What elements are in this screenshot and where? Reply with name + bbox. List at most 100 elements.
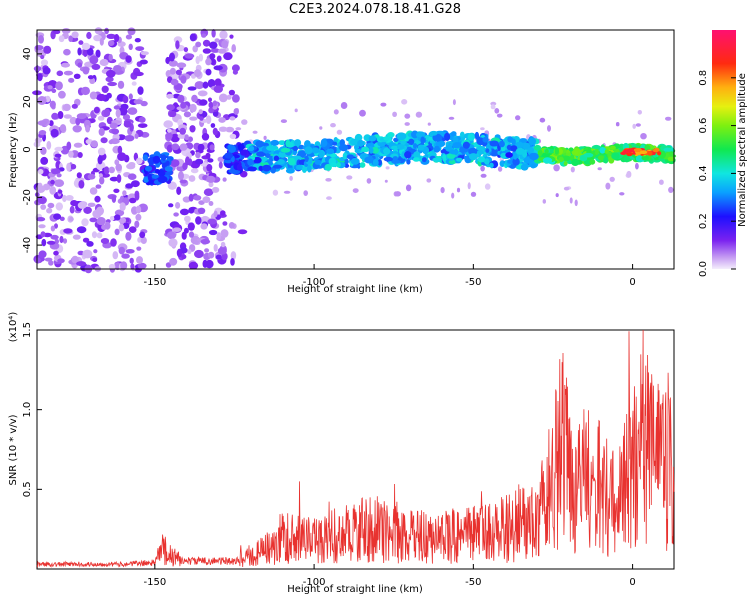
- heatmap-cell: [131, 81, 137, 86]
- heatmap-cell: [597, 155, 605, 161]
- heatmap-cell: [127, 107, 138, 115]
- heatmap-cell: [194, 249, 204, 259]
- heatmap-cell: [652, 148, 660, 153]
- heatmap-cell: [81, 218, 89, 227]
- heatmap-cell: [77, 201, 87, 209]
- heatmap-cell: [37, 196, 46, 204]
- heatmap-cell: [232, 94, 240, 103]
- heatmap-cell: [640, 133, 647, 140]
- heatmap-cell: [476, 145, 486, 151]
- heatmap-cell: [336, 162, 341, 168]
- heatmap-cell: [392, 156, 398, 161]
- heatmap-cell: [583, 159, 592, 165]
- heatmap-cell: [416, 131, 426, 139]
- snr-x-axis-label: Height of straight line (km): [287, 584, 423, 595]
- heatmap-cell: [118, 217, 127, 223]
- heatmap-cell: [432, 133, 443, 142]
- heatmap-cell: [221, 40, 229, 49]
- heatmap-cell: [216, 55, 222, 62]
- heatmap-cell: [611, 152, 620, 160]
- heatmap-cell: [396, 144, 405, 150]
- heatmap-cell: [311, 147, 320, 154]
- heatmap-cell: [247, 158, 254, 166]
- heatmap-cell: [460, 131, 465, 138]
- colorbar-tick-label: 0.2: [698, 213, 709, 229]
- heatmap-cell: [96, 232, 103, 239]
- heatmap-cell: [515, 147, 525, 155]
- heatmap-cell: [324, 163, 332, 171]
- heatmap-cell: [180, 75, 187, 84]
- heatmap-cell: [228, 222, 235, 229]
- heatmap-cell: [33, 66, 42, 72]
- heatmap-cell: [54, 153, 62, 158]
- heatmap-cell: [285, 139, 291, 148]
- heatmap-cell: [76, 113, 87, 120]
- heatmap-cell: [122, 190, 127, 197]
- heatmap-cell: [230, 258, 235, 266]
- heatmap-cell: [344, 163, 350, 168]
- heatmap-cell: [340, 102, 348, 109]
- heatmap-cell: [165, 132, 173, 140]
- heatmap-cell: [37, 96, 47, 105]
- heatmap-cell: [190, 168, 199, 174]
- heatmap-cell: [332, 141, 338, 146]
- heatmap-cell: [527, 147, 535, 154]
- heatmap-cell: [189, 103, 197, 113]
- heatmap-cell: [170, 133, 180, 143]
- heatmap-cell: [94, 27, 103, 35]
- heatmap-cell: [89, 55, 99, 65]
- heatmap-cell: [401, 99, 408, 105]
- heatmap-cell: [179, 179, 188, 184]
- heatmap-cell: [97, 147, 106, 156]
- heatmap-cell: [62, 194, 67, 203]
- heatmap-cell: [237, 143, 245, 151]
- colorbar-tick-label: 0.0: [698, 261, 709, 277]
- heatmap-cell: [326, 148, 335, 155]
- snr-x-ticks: -150 -100 -50 0: [143, 564, 636, 588]
- snr-x-tick-label: -100: [303, 577, 326, 588]
- heatmap-cell: [511, 138, 516, 146]
- heatmap-cell: [167, 181, 177, 190]
- heatmap-cell: [137, 123, 148, 128]
- heatmap-cell: [480, 173, 487, 178]
- heatmap-cell: [639, 150, 648, 155]
- heatmap-cell: [57, 189, 63, 194]
- heatmap-cell: [195, 216, 202, 225]
- heatmap-cell: [122, 222, 130, 229]
- heatmap-cell: [387, 132, 395, 138]
- heatmap-cell: [213, 65, 223, 71]
- heatmap-cell: [391, 159, 401, 164]
- heatmap-cell: [212, 127, 218, 136]
- heatmap-cell: [63, 114, 72, 119]
- heatmap-cell: [201, 133, 210, 141]
- heatmap-cell: [533, 144, 542, 151]
- heatmap-cell: [78, 40, 84, 45]
- heatmap-cell: [161, 154, 167, 161]
- heatmap-cell: [70, 163, 77, 170]
- heatmap-cell: [270, 166, 277, 174]
- heatmap-cell: [210, 48, 220, 53]
- heatmap-cell: [346, 154, 354, 160]
- heatmap-cell: [40, 146, 47, 155]
- heatmap-cell: [72, 234, 81, 240]
- heatmap-cell: [233, 108, 239, 115]
- heatmap-cell: [400, 140, 406, 146]
- heatmap-cell: [108, 54, 113, 61]
- heatmap-cell: [89, 187, 98, 195]
- heatmap-cell: [220, 210, 226, 216]
- heatmap-cell: [38, 169, 44, 175]
- heatmap-cell: [136, 246, 142, 251]
- heatmap-cell: [182, 196, 191, 203]
- heatmap-cell: [114, 34, 120, 42]
- heatmap-cell: [63, 228, 73, 234]
- heatmap-cell: [202, 259, 208, 268]
- heatmap-cell: [73, 73, 81, 80]
- heatmap-cell: [175, 69, 182, 76]
- heatmap-cell: [66, 162, 71, 172]
- heatmap-cell: [51, 88, 57, 93]
- heatmap-cell: [111, 195, 117, 203]
- heatmap-cell: [468, 147, 478, 156]
- heatmap-cell: [417, 144, 425, 151]
- heatmap-cell: [188, 231, 195, 238]
